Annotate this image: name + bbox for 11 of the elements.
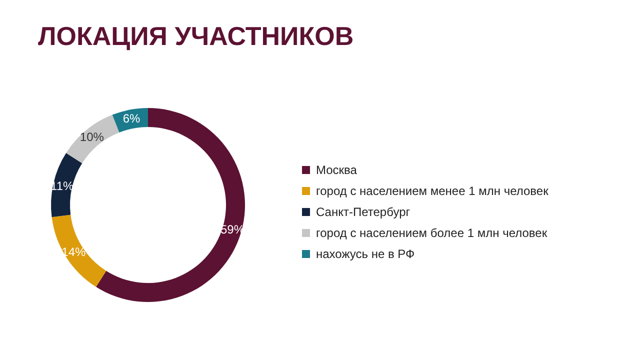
- chart-title: ЛОКАЦИЯ УЧАСТНИКОВ: [38, 21, 354, 51]
- donut-slice: [52, 214, 106, 287]
- legend-label: город с населением более 1 млн человек: [316, 226, 548, 240]
- donut-slice: [66, 114, 120, 164]
- data-label: 10%: [80, 130, 104, 144]
- legend-label: нахожусь не в РФ: [316, 247, 415, 261]
- data-label: 6%: [122, 112, 141, 126]
- legend-label: город с населением менее 1 млн человек: [316, 184, 550, 198]
- legend-label: Санкт-Петербург: [316, 205, 411, 219]
- legend-label: Москва: [316, 163, 358, 177]
- donut-slice: [51, 153, 82, 218]
